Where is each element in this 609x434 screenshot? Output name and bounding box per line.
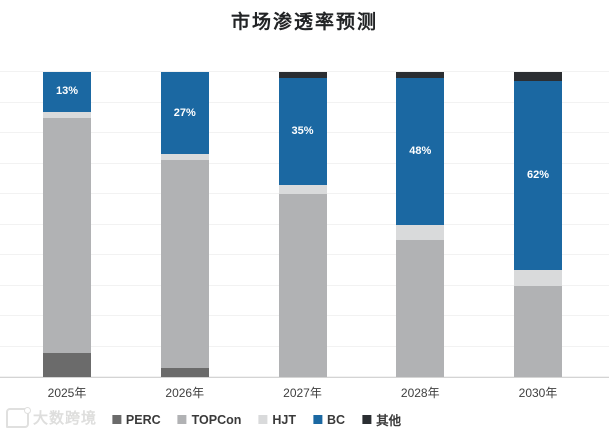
watermark: 大数跨境 [6,406,98,428]
bar-1: 13% [43,72,91,377]
bar-segment-topcon [160,160,209,368]
bar-segment-bc: 62% [514,81,562,271]
bar-segment-hjt [43,111,91,118]
data-label: 13% [55,85,79,98]
legend-label: 其他 [376,414,402,428]
chart-title: 市场渗透率预测 [230,12,378,33]
legend-item-hjt: HJT [258,413,296,427]
data-label: 27% [173,106,196,119]
bar-2: 27% [160,72,209,377]
legend-item-topcon: TOPCon [177,412,242,427]
legend-label: BC [327,412,346,427]
watermark-text: 大数跨境 [33,410,98,427]
bar-segment-perc [43,352,91,377]
legend-label: PERC [125,412,161,427]
legend-item-perc: PERC [111,412,161,427]
bar-segment-bc: 13% [43,72,91,112]
bar-segment-hjt [514,270,562,286]
bars: 13% 27% 35% 48% 62% [43,72,562,377]
legend-swatch-icon [313,415,323,424]
x-axis-label-3: 2027年 [283,386,322,400]
bar-segment-topcon [43,117,91,353]
bar-5: 62% [514,72,562,377]
bar-segment-bc: 35% [278,78,327,185]
plot-area: 13% 27% 35% 48% 62% [0,71,609,378]
bar-segment-hjt [278,184,327,194]
x-axis-label-1: 2025年 [47,386,87,400]
bar-segment-其他 [514,72,562,82]
legend-swatch-icon [111,415,121,424]
bar-4: 48% [396,72,445,377]
bar-segment-perc [160,367,209,377]
legend-item-bc: BC [313,413,345,427]
data-label: 62% [526,169,550,182]
bar-segment-bc: 48% [396,78,445,225]
legend-swatch-icon [258,415,268,424]
bar-segment-hjt [160,154,209,161]
bar-segment-topcon [396,239,445,377]
bar-segment-topcon [514,285,562,377]
bar-segment-其他 [278,72,327,79]
bar-segment-topcon [278,194,327,377]
x-axis-labels: 2025年 2026年 2027年 2028年 2030年 [43,384,562,401]
watermark-logo-icon [6,406,31,428]
data-label: 35% [291,124,314,137]
x-axis-label-2: 2026年 [165,386,205,400]
legend-item-其他: 其他 [362,410,401,429]
bar-3: 35% [278,72,327,377]
x-axis-label-4: 2028年 [400,386,440,400]
legend-label: TOPCon [191,412,242,427]
bar-segment-其他 [396,72,445,79]
legend-swatch-icon [177,415,187,424]
legend-label: HJT [272,412,297,427]
data-label: 48% [409,144,432,157]
bar-segment-bc: 27% [160,72,209,155]
x-axis-label-5: 2030年 [518,386,558,400]
gridline [0,71,609,72]
legend: PERC TOPCon HJT BC 其他 [111,410,401,429]
bar-segment-hjt [396,224,445,240]
legend-swatch-icon [362,415,372,424]
